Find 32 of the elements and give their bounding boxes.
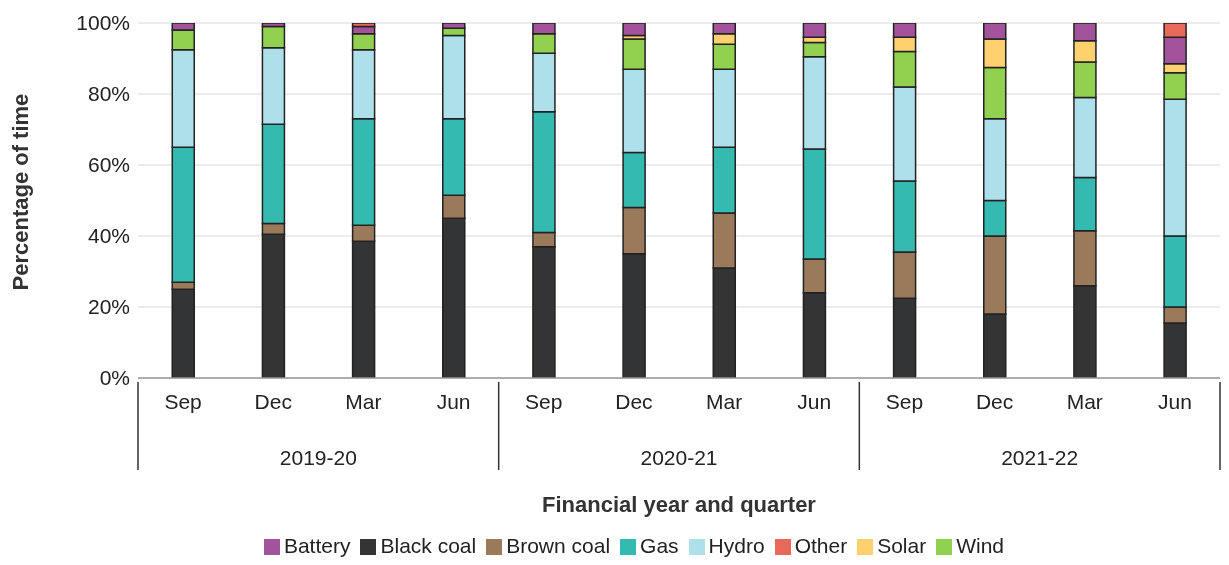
x-tick-label: Dec: [254, 389, 292, 413]
legend-label: Gas: [640, 534, 679, 557]
x-tick-label: Dec: [975, 389, 1014, 413]
x-tick-label: Sep: [525, 389, 563, 413]
text: 2021-22: [1001, 446, 1079, 469]
legend-label: Hydro: [708, 534, 765, 557]
y-tick-label: 80%: [87, 82, 130, 106]
y-axis-title: Percentage of time: [7, 93, 33, 291]
legend-label: Black coal: [380, 534, 477, 557]
y-tick-label: 40%: [87, 224, 130, 248]
x-tick-label: Jun: [797, 389, 832, 413]
text: 2019-20: [279, 446, 357, 469]
x-tick-label: Dec: [615, 389, 653, 413]
x-tick-label: Sep: [885, 389, 924, 413]
x-tick-label: Jun: [436, 389, 471, 413]
legend-label: Solar: [877, 534, 927, 557]
legend-label: Other: [794, 534, 848, 557]
x-tick-label: Mar: [345, 389, 382, 413]
x-tick-label: Jun: [1157, 389, 1192, 413]
legend-label: Brown coal: [506, 534, 611, 557]
bar: [622, 23, 646, 37]
y-tick-label: 20%: [87, 295, 130, 319]
x-tick-label: Sep: [164, 389, 202, 413]
x-tick-label: Mar: [1066, 389, 1103, 413]
legend-label: Battery: [283, 534, 351, 557]
legend-label: Wind: [956, 534, 1005, 557]
text: 2020-21: [640, 446, 718, 469]
x-tick-label: Mar: [706, 389, 743, 413]
y-tick-label: 60%: [87, 153, 130, 177]
x-axis-title: Financial year and quarter: [542, 492, 817, 517]
y-tick-label: 0%: [99, 366, 130, 390]
y-tick-label: 100%: [76, 11, 130, 35]
